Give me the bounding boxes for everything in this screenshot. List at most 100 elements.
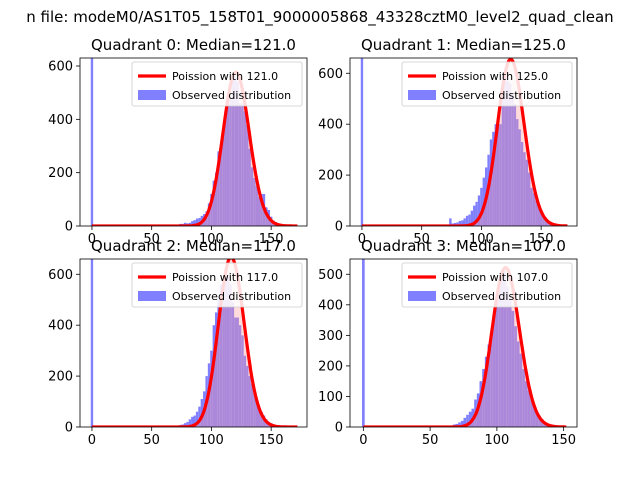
histogram-bar [516,341,520,427]
histogram-bar [191,416,194,427]
histogram-bar [246,365,249,427]
legend-curve-label: Poission with 117.0 [172,271,278,284]
poisson-curve [91,70,298,226]
histogram-bar [193,220,196,226]
quadrant-2-axes: 0 50 100 150 0 200 400 600 Quadrant 2: Median=11… [48,237,308,448]
histogram-bar [195,411,199,427]
histogram-bar [523,152,526,226]
histogram-bar [222,279,225,427]
y-tick-label: 400 [48,319,73,334]
y-tick-label: 200 [318,169,343,184]
histogram-bar [504,70,507,226]
poisson-shading [91,259,298,427]
histogram-bar [241,103,244,226]
histogram-bar [188,419,192,427]
histogram-bar [473,205,476,226]
histogram-bar [508,83,512,226]
histogram-bar [260,411,263,427]
histogram-bar [215,172,218,226]
histogram-bar [468,411,472,427]
y-tick-label: 400 [318,118,343,133]
x-tick-label: 150 [529,232,554,247]
histogram-bar [255,401,259,427]
histogram-bar [258,406,261,427]
histogram-bar [212,180,216,226]
histogram-bar [482,368,485,427]
histogram-bar [255,186,259,226]
histogram-bar [499,124,502,226]
histogram-bar [215,312,218,427]
x-tick-label: 0 [88,433,96,448]
histogram-bar [246,124,249,226]
histogram-bar [500,274,504,427]
histogram-bar [458,220,462,226]
histogram-bar [236,82,239,226]
x-tick-label: 150 [551,433,576,448]
histogram-bar [525,159,529,226]
legend-bars-label: Observed distribution [442,89,561,102]
histogram-bar [229,284,232,427]
x-tick-label: 100 [199,433,224,448]
plot-area [90,58,298,226]
histogram-bar [547,222,550,226]
x-tick-label: 50 [422,433,439,448]
histogram-bar [250,167,254,226]
histogram-bar [492,131,495,226]
histogram-bar [477,195,481,226]
histogram-bar [527,390,531,427]
histogram-bar [494,124,497,226]
histogram-bar [468,214,471,226]
histogram-bar [508,298,512,427]
legend-curve-label: Poission with 121.0 [172,70,278,83]
histogram-bar [253,393,256,427]
histogram-bar [511,93,514,226]
histogram-bar [475,201,478,226]
histogram-bar [479,381,483,427]
histogram-bar [456,222,459,226]
legend-bars-swatch [138,90,166,100]
histogram-bar [470,210,474,226]
zero-bin-bar [362,259,365,427]
histogram-bar [449,218,452,226]
histogram-bar [231,302,235,427]
quadrant-3-axes: 0 50 100 150 0 100 200 300 400 500 Quadrant 3: Med… [318,237,578,448]
legend-bars-label: Observed distribution [172,89,291,102]
plot-area [90,259,298,427]
histogram-bar [506,80,509,226]
x-tick-label: 100 [484,433,509,448]
y-tick-label: 100 [318,390,343,405]
histogram-bar [484,356,488,427]
histogram-bar [224,274,227,427]
x-tick-label: 50 [143,232,160,247]
histogram-bar [460,420,464,427]
histogram-bar [210,194,213,226]
histogram-bar [492,313,496,427]
histogram-bar [544,220,548,226]
histogram-bar [183,423,187,427]
histogram-bar [231,76,235,226]
histogram-bar [463,218,466,226]
histogram-bar [495,295,499,427]
y-tick-label: 200 [48,370,73,385]
histogram-bar [516,119,519,226]
histogram-bar [241,335,244,427]
y-tick-label: 200 [48,166,73,181]
histogram-bar [520,142,524,226]
histogram-bar [487,344,491,427]
histogram-bar [489,139,493,226]
x-tick-label: 50 [143,433,160,448]
histogram-bar [234,76,237,226]
histogram-bar [535,411,539,427]
histogram-bar [238,103,242,226]
histogram-bar [528,172,531,226]
figure-title: n file: modeM0/AS1T05_158T01_9000005868_… [26,8,613,27]
histogram-bar [260,194,263,226]
legend-bars-swatch [138,291,166,301]
zero-bin-bar [90,259,94,427]
histogram-bar [532,405,536,427]
zero-bin-bar [90,58,94,226]
y-tick-label: 200 [318,359,343,374]
histogram-bar [222,132,225,226]
histogram-bar [480,187,483,226]
x-tick-label: 50 [413,232,430,247]
